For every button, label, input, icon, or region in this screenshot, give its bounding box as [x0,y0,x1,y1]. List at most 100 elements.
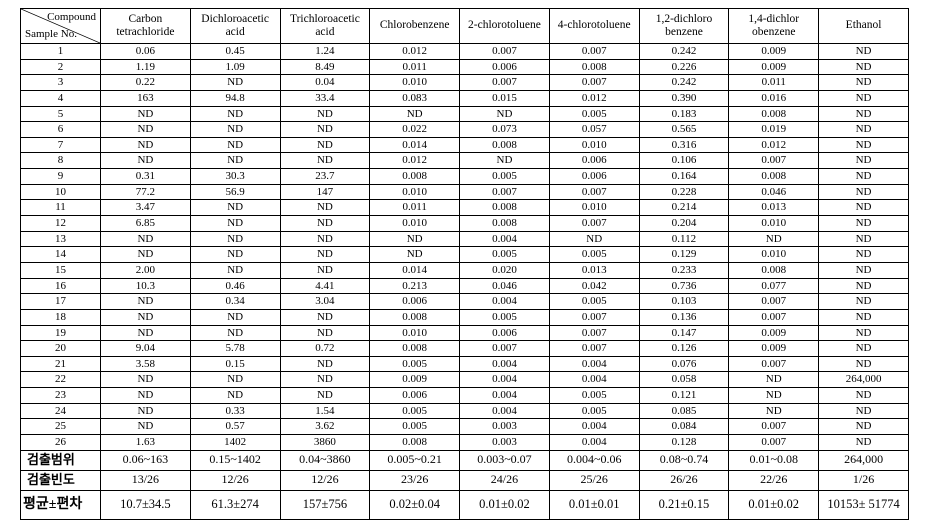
cell: 0.128 [639,435,729,451]
cell: ND [101,153,191,169]
cell: 0.077 [729,278,819,294]
cell: 0.242 [639,75,729,91]
summary-cell: 0.02±0.04 [370,490,460,519]
summary-cell: 1/26 [819,470,909,490]
cell: 0.012 [370,44,460,60]
cell: 0.011 [370,59,460,75]
cell: ND [190,106,280,122]
cell: 0.012 [370,153,460,169]
cell: 3.47 [101,200,191,216]
table-row: 17ND0.343.040.0060.0040.0050.1030.007ND [21,294,909,310]
sample-no: 17 [21,294,101,310]
cell: 0.103 [639,294,729,310]
cell: ND [280,137,370,153]
cell: 264,000 [819,372,909,388]
cell: ND [280,309,370,325]
table-row: 14NDNDNDND0.0050.0050.1290.010ND [21,247,909,263]
cell: ND [280,216,370,232]
summary-cell: 157±756 [280,490,370,519]
cell: 0.022 [370,122,460,138]
cell: ND [370,247,460,263]
cell: 0.57 [190,419,280,435]
cell: 0.009 [729,59,819,75]
summary-label: 검출빈도 [21,470,101,490]
table-row: 22NDNDND0.0090.0040.0040.058ND264,000 [21,372,909,388]
table-row: 18NDNDND0.0080.0050.0070.1360.007ND [21,309,909,325]
table-row: 5NDNDNDNDND0.0050.1830.008ND [21,106,909,122]
cell: 0.007 [460,341,550,357]
cell: ND [280,388,370,404]
cell: 0.008 [460,200,550,216]
cell: 0.129 [639,247,729,263]
cell: 8.49 [280,59,370,75]
cell: 0.007 [729,356,819,372]
table-row: 7NDNDND0.0140.0080.0100.3160.012ND [21,137,909,153]
sample-no: 3 [21,75,101,91]
cell: ND [280,200,370,216]
cell: ND [190,75,280,91]
sample-no: 11 [21,200,101,216]
table-row: 90.3130.323.70.0080.0050.0060.1640.008ND [21,169,909,185]
summary-cell: 0.15~1402 [190,450,280,470]
cell: 3.62 [280,419,370,435]
cell: 0.136 [639,309,729,325]
cell: 0.04 [280,75,370,91]
sample-no: 6 [21,122,101,138]
cell: 0.007 [549,44,639,60]
cell: 0.007 [460,184,550,200]
cell: 30.3 [190,169,280,185]
cell: ND [101,419,191,435]
cell: 0.008 [370,169,460,185]
cell: ND [101,231,191,247]
table-row: 113.47NDND0.0110.0080.0100.2140.013ND [21,200,909,216]
cell: ND [370,231,460,247]
cell: 0.72 [280,341,370,357]
cell: ND [190,309,280,325]
cell: 3860 [280,435,370,451]
summary-cell: 61.3±274 [190,490,280,519]
header-diag: Compound Sample No. [21,9,101,44]
sample-no: 23 [21,388,101,404]
cell: 0.004 [549,435,639,451]
sample-no: 25 [21,419,101,435]
cell: 0.226 [639,59,729,75]
table-row: 6NDNDND0.0220.0730.0570.5650.019ND [21,122,909,138]
summary-cell: 0.08~0.74 [639,450,729,470]
table-header: Compound Sample No. Carbon tetrachloride… [21,9,909,44]
cell: 0.004 [460,294,550,310]
cell: 0.112 [639,231,729,247]
cell: 0.007 [549,325,639,341]
cell: 4.41 [280,278,370,294]
cell: ND [729,231,819,247]
cell: ND [819,44,909,60]
cell: 0.010 [370,216,460,232]
cell: 0.004 [549,419,639,435]
cell: 0.008 [370,435,460,451]
cell: ND [190,388,280,404]
summary-cell: 13/26 [101,470,191,490]
sample-no: 26 [21,435,101,451]
cell: 0.106 [639,153,729,169]
cell: 163 [101,90,191,106]
table-row: 213.580.15ND0.0050.0040.0040.0760.007ND [21,356,909,372]
cell: 0.164 [639,169,729,185]
cell: ND [819,106,909,122]
cell: 0.012 [729,137,819,153]
cell: ND [190,216,280,232]
cell: ND [819,278,909,294]
cell: 0.007 [549,216,639,232]
cell: ND [819,262,909,278]
table-row: 1077.256.91470.0100.0070.0070.2280.046ND [21,184,909,200]
cell: 0.008 [729,169,819,185]
cell: 1.63 [101,435,191,451]
cell: ND [280,122,370,138]
cell: ND [280,247,370,263]
cell: 0.006 [370,388,460,404]
cell: 0.006 [460,325,550,341]
cell: ND [280,356,370,372]
sample-no: 10 [21,184,101,200]
summary-cell: 0.005~0.21 [370,450,460,470]
table-summary: 검출범위0.06~1630.15~14020.04~38600.005~0.21… [21,450,909,519]
cell: 1.54 [280,403,370,419]
sample-no: 22 [21,372,101,388]
